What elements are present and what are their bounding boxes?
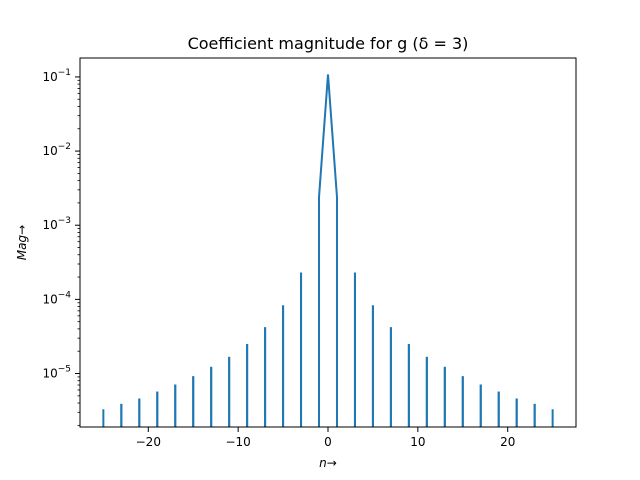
y-axis: 10−1 10−2 10−3 10−4 10−5 bbox=[42, 68, 80, 426]
y-tick-label: 10−5 bbox=[42, 365, 71, 381]
series-0 bbox=[102, 74, 554, 427]
x-tick-label: 10 bbox=[410, 435, 425, 449]
x-axis: −20 −10 0 10 20 bbox=[136, 427, 515, 449]
x-tick-label: 0 bbox=[324, 435, 332, 449]
y-tick-label: 10−3 bbox=[42, 216, 71, 232]
x-tick-label: −10 bbox=[225, 435, 250, 449]
series-segment bbox=[300, 197, 321, 427]
y-tick-label: 10−2 bbox=[42, 142, 71, 158]
series-segment bbox=[533, 403, 554, 427]
y-tick-label: 10−1 bbox=[42, 68, 71, 84]
series-segment bbox=[327, 74, 338, 198]
plot-area bbox=[102, 74, 554, 427]
y-tick-label: 10−4 bbox=[42, 290, 71, 306]
x-tick-label: 20 bbox=[500, 435, 515, 449]
series-segment bbox=[318, 74, 329, 198]
y-axis-label: Mag→ bbox=[15, 225, 29, 260]
x-tick-label: −20 bbox=[136, 435, 161, 449]
chart-title: Coefficient magnitude for g (δ = 3) bbox=[188, 34, 469, 53]
x-axis-label: n→ bbox=[319, 456, 337, 470]
